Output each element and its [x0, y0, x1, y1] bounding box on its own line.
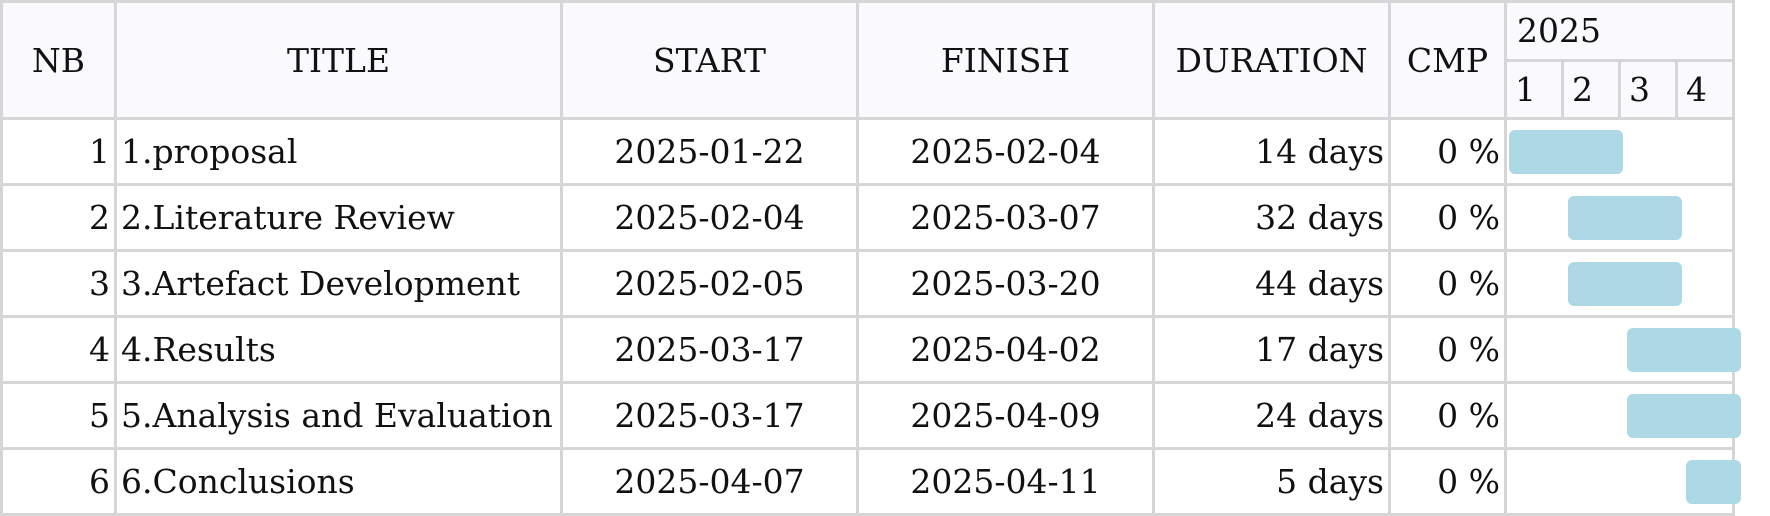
header-quarter-4: 4: [1675, 58, 1735, 120]
task-bar[interactable]: [1568, 196, 1682, 240]
row-title[interactable]: 2.Literature Review: [114, 183, 563, 252]
task-bar[interactable]: [1568, 262, 1682, 306]
row-timeline: [1504, 315, 1741, 384]
task-bar[interactable]: [1686, 460, 1741, 504]
row-finish[interactable]: 2025-03-07: [856, 183, 1155, 252]
row-nb: 4: [0, 315, 117, 384]
row-duration[interactable]: 32 days: [1152, 183, 1391, 252]
row-start[interactable]: 2025-03-17: [560, 381, 859, 450]
table-row[interactable]: 4 4.Results 2025-03-17 2025-04-02 17 day…: [0, 315, 1741, 384]
row-timeline: [1504, 447, 1741, 516]
task-bar[interactable]: [1627, 394, 1741, 438]
row-cmp[interactable]: 0 %: [1388, 447, 1507, 516]
row-cmp[interactable]: 0 %: [1388, 381, 1507, 450]
row-cmp[interactable]: 0 %: [1388, 249, 1507, 318]
header-title[interactable]: TITLE: [114, 0, 563, 120]
row-start[interactable]: 2025-02-04: [560, 183, 859, 252]
row-title[interactable]: 3.Artefact Development: [114, 249, 563, 318]
header-quarter-3: 3: [1618, 58, 1678, 120]
table-row[interactable]: 5 5.Analysis and Evaluation 2025-03-17 2…: [0, 381, 1741, 450]
row-start[interactable]: 2025-01-22: [560, 117, 859, 186]
row-nb: 3: [0, 249, 117, 318]
header-year: 2025: [1504, 0, 1735, 62]
gantt-body: 1 1.proposal 2025-01-22 2025-02-04 14 da…: [0, 117, 1741, 516]
row-nb: 5: [0, 381, 117, 450]
table-row[interactable]: 1 1.proposal 2025-01-22 2025-02-04 14 da…: [0, 117, 1735, 186]
row-start[interactable]: 2025-02-05: [560, 249, 859, 318]
table-row[interactable]: 2 2.Literature Review 2025-02-04 2025-03…: [0, 183, 1735, 252]
row-title[interactable]: 6.Conclusions: [114, 447, 563, 516]
row-duration[interactable]: 17 days: [1152, 315, 1391, 384]
task-bar[interactable]: [1509, 130, 1623, 174]
row-timeline: [1504, 117, 1735, 186]
row-title[interactable]: 4.Results: [114, 315, 563, 384]
header-duration[interactable]: DURATION: [1152, 0, 1391, 120]
row-finish[interactable]: 2025-04-02: [856, 315, 1155, 384]
row-finish[interactable]: 2025-03-20: [856, 249, 1155, 318]
row-finish[interactable]: 2025-02-04: [856, 117, 1155, 186]
row-title[interactable]: 1.proposal: [114, 117, 563, 186]
row-cmp[interactable]: 0 %: [1388, 183, 1507, 252]
header-nb[interactable]: NB: [0, 0, 117, 120]
row-nb: 1: [0, 117, 117, 186]
table-row[interactable]: 6 6.Conclusions 2025-04-07 2025-04-11 5 …: [0, 447, 1741, 516]
header-start[interactable]: START: [560, 0, 859, 120]
row-title[interactable]: 5.Analysis and Evaluation: [114, 381, 563, 450]
header-finish[interactable]: FINISH: [856, 0, 1155, 120]
row-nb: 6: [0, 447, 117, 516]
row-cmp[interactable]: 0 %: [1388, 117, 1507, 186]
row-finish[interactable]: 2025-04-11: [856, 447, 1155, 516]
header-quarter-1: 1: [1504, 58, 1564, 120]
row-duration[interactable]: 44 days: [1152, 249, 1391, 318]
row-timeline: [1504, 249, 1735, 318]
row-start[interactable]: 2025-04-07: [560, 447, 859, 516]
row-duration[interactable]: 14 days: [1152, 117, 1391, 186]
row-finish[interactable]: 2025-04-09: [856, 381, 1155, 450]
row-start[interactable]: 2025-03-17: [560, 315, 859, 384]
task-bar[interactable]: [1627, 328, 1741, 372]
row-duration[interactable]: 5 days: [1152, 447, 1391, 516]
row-duration[interactable]: 24 days: [1152, 381, 1391, 450]
row-nb: 2: [0, 183, 117, 252]
table-row[interactable]: 3 3.Artefact Development 2025-02-05 2025…: [0, 249, 1735, 318]
row-timeline: [1504, 381, 1741, 450]
header-quarter-2: 2: [1561, 58, 1621, 120]
row-timeline: [1504, 183, 1735, 252]
row-cmp[interactable]: 0 %: [1388, 315, 1507, 384]
header-cmp[interactable]: CMP: [1388, 0, 1507, 120]
